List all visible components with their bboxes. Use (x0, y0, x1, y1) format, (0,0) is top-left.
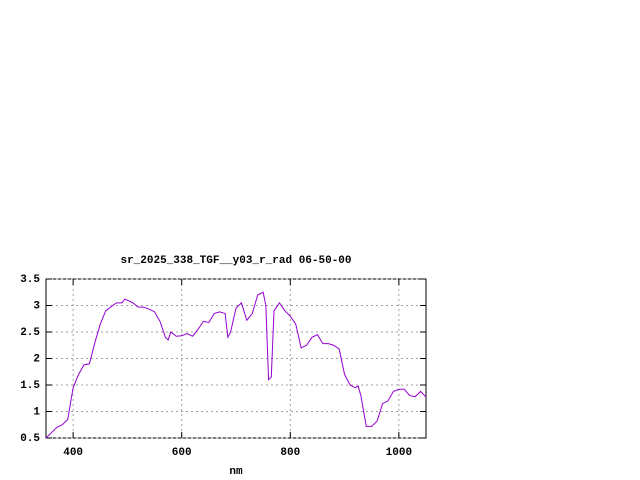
x-tick-label: 400 (63, 447, 83, 459)
y-tick-label: 0.5 (20, 433, 40, 445)
chart-title: sr_2025_338_TGF__y03_r_rad 06-50-00 (120, 255, 351, 267)
y-tick-label: 1 (33, 406, 40, 418)
y-tick-label: 3 (33, 300, 40, 312)
x-axis-label: nm (229, 466, 243, 478)
y-tick-label: 2 (33, 353, 40, 365)
y-tick-label: 1.5 (20, 380, 40, 392)
y-tick-label: 2.5 (20, 327, 40, 339)
data-line (45, 291, 427, 439)
x-tick-label: 1000 (386, 447, 412, 459)
x-tick-label: 600 (172, 447, 192, 459)
x-tick-label: 800 (280, 447, 300, 459)
y-tick-label: 3.5 (20, 274, 40, 286)
